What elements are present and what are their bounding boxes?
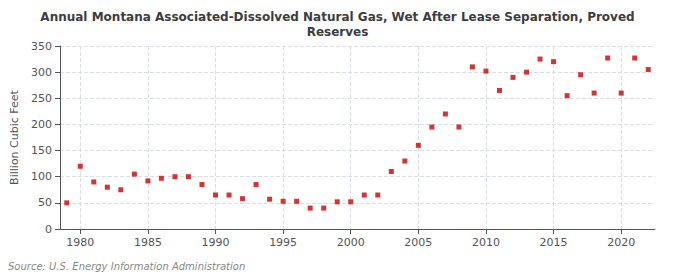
svg-text:1995: 1995 <box>269 236 297 249</box>
svg-text:300: 300 <box>31 66 52 79</box>
svg-text:2005: 2005 <box>404 236 432 249</box>
svg-text:Source: U.S. Energy Informatio: Source: U.S. Energy Information Administ… <box>8 261 245 272</box>
svg-text:Reserves: Reserves <box>307 25 369 39</box>
svg-text:50: 50 <box>38 196 52 209</box>
svg-text:0: 0 <box>45 223 52 236</box>
svg-text:350: 350 <box>31 40 52 53</box>
svg-text:100: 100 <box>31 170 52 183</box>
svg-text:2010: 2010 <box>472 236 500 249</box>
svg-text:1990: 1990 <box>202 236 230 249</box>
svg-text:Billion Cubic Feet: Billion Cubic Feet <box>8 89 21 184</box>
svg-text:2015: 2015 <box>540 236 568 249</box>
svg-text:1985: 1985 <box>134 236 162 249</box>
svg-text:250: 250 <box>31 92 52 105</box>
svg-text:2000: 2000 <box>337 236 365 249</box>
svg-text:200: 200 <box>31 118 52 131</box>
svg-text:Annual Montana Associated-Diss: Annual Montana Associated-Dissolved Natu… <box>40 10 634 24</box>
svg-text:150: 150 <box>31 144 52 157</box>
svg-text:2020: 2020 <box>607 236 635 249</box>
svg-text:1980: 1980 <box>66 236 94 249</box>
